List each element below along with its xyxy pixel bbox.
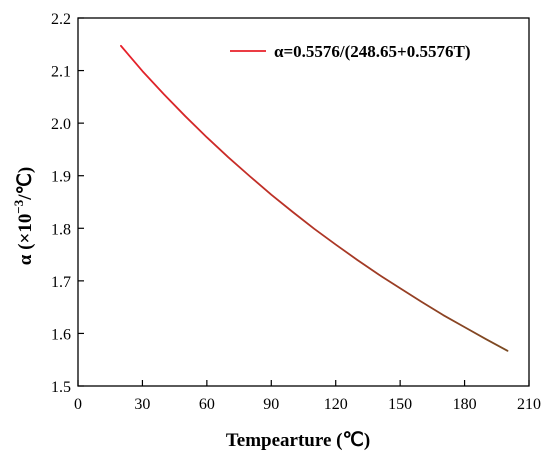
x-tick-label-150: 150 bbox=[388, 396, 412, 413]
y-tick-label-1.7: 1.7 bbox=[51, 274, 71, 291]
y-tick-label-1.5: 1.5 bbox=[51, 379, 71, 396]
x-tick-label-30: 30 bbox=[134, 396, 150, 413]
x-tick-label-180: 180 bbox=[453, 396, 477, 413]
series-layer bbox=[120, 44, 509, 352]
y-axis: 1.5 1.6 1.7 1.8 1.9 2.0 2.1 2.2 bbox=[51, 11, 84, 396]
x-tick-label-120: 120 bbox=[324, 396, 348, 413]
y-tick-label-2.1: 2.1 bbox=[51, 64, 71, 81]
x-tick-label-0: 0 bbox=[74, 396, 82, 413]
x-axis-label: Tempearture (℃) bbox=[226, 430, 370, 451]
y-axis-label-tail: /℃) bbox=[15, 167, 36, 201]
x-tick-label-60: 60 bbox=[199, 396, 215, 413]
y-tick-label-1.6: 1.6 bbox=[51, 326, 71, 343]
plot-frame bbox=[77, 17, 530, 387]
x-tick-label-90: 90 bbox=[263, 396, 279, 413]
y-tick-label-1.8: 1.8 bbox=[51, 221, 71, 238]
y-axis-label: α (×10−3/℃) bbox=[11, 167, 36, 265]
plot-area-border bbox=[77, 17, 530, 387]
y-tick-label-2.0: 2.0 bbox=[51, 116, 71, 133]
x-tick-label-210: 210 bbox=[517, 396, 541, 413]
y-tick-label-2.2: 2.2 bbox=[51, 11, 71, 28]
series-line-0 bbox=[120, 44, 509, 352]
y-tick-label-1.9: 1.9 bbox=[51, 169, 71, 186]
legend-entry: α=0.5576/(248.65+0.5576T) bbox=[274, 42, 471, 61]
y-axis-label-main: α (×10 bbox=[15, 214, 36, 266]
legend: α=0.5576/(248.65+0.5576T) bbox=[230, 42, 471, 61]
y-axis-label-exponent: −3 bbox=[11, 199, 26, 213]
x-axis: 0 30 60 90 120 150 180 210 bbox=[74, 380, 541, 413]
